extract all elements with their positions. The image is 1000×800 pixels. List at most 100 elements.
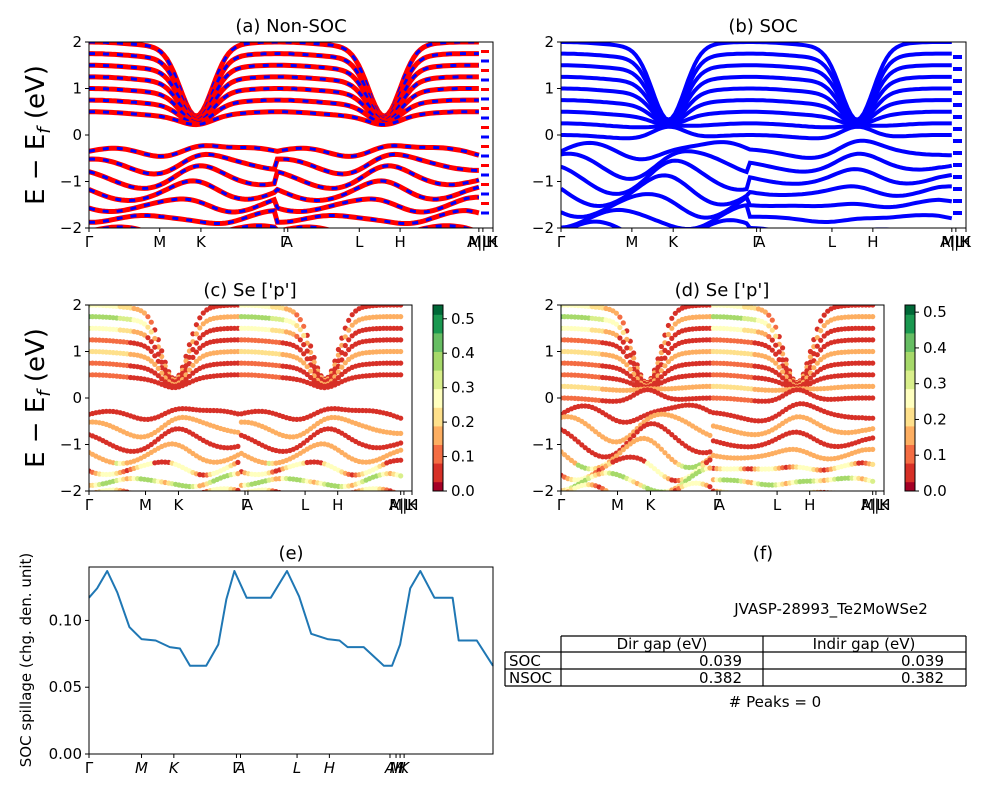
band-point [776, 357, 782, 363]
band-point [776, 372, 782, 378]
band-point [870, 446, 876, 452]
band-point [586, 423, 592, 429]
band-point [148, 339, 154, 345]
colorbar-segment [433, 357, 443, 362]
band-point [814, 343, 820, 349]
colorbar-tick-label: 0.4 [451, 344, 475, 362]
colorbar-segment [905, 425, 915, 430]
colorbar-tick-label: 0.2 [923, 410, 947, 428]
colorbar-tick-label: 0.3 [451, 379, 475, 397]
colorbar-tick-label: 0.4 [923, 339, 947, 357]
colorbar-segment [433, 481, 443, 486]
band-point [197, 345, 203, 351]
x-tick-label: A|L [940, 233, 964, 251]
x-tick-label: L [355, 233, 364, 251]
colorbar-segment [433, 367, 443, 371]
band-point [780, 369, 786, 375]
colorbar-tick-label: 0.0 [451, 482, 475, 500]
band-point [818, 337, 824, 343]
panel-a-bands [89, 42, 489, 228]
band-point [821, 333, 827, 339]
colorbar-segment [905, 388, 915, 393]
table-cell: 0.039 [699, 652, 742, 670]
colorbar-segment [905, 370, 915, 374]
band-point [197, 325, 203, 331]
band-point [662, 426, 668, 432]
band-point [617, 324, 623, 331]
band-line-blue [89, 87, 479, 124]
band-point [193, 349, 199, 355]
band-point [870, 360, 876, 366]
band-point [335, 375, 341, 381]
colorbar-segment [433, 360, 443, 365]
band-edge-mark [953, 139, 962, 143]
band-line-blue [89, 110, 479, 127]
colorbar-segment [905, 463, 915, 467]
colorbar-segment [905, 305, 915, 309]
panel-c-title: (c) Se ['p'] [203, 280, 296, 301]
band-point [398, 447, 404, 453]
colorbar-segment [905, 342, 915, 346]
band-line-red [89, 97, 479, 126]
band-point [193, 331, 199, 337]
y-tick-label: 0 [544, 389, 554, 407]
band-point [766, 323, 772, 329]
band-point [145, 314, 151, 320]
band-edge-mark [481, 145, 489, 148]
colorbar-segment [433, 348, 443, 352]
band-point [658, 343, 665, 350]
band-edge-mark [481, 202, 489, 205]
band-point [620, 349, 626, 355]
colorbar-segment [433, 354, 443, 359]
x-tick-label: L [301, 496, 310, 514]
band-edge-mark [953, 187, 962, 191]
band-point [780, 375, 786, 381]
band-point [870, 305, 876, 308]
band-point [190, 354, 196, 360]
colorbar-segment [433, 444, 443, 449]
band-point [593, 429, 599, 435]
band-line-blue [89, 144, 480, 158]
band-point [159, 376, 165, 382]
band-point [870, 478, 876, 484]
panel-d-colorbar: 0.0 0.1 0.2 0.3 0.4 0.5 [904, 303, 947, 500]
colorbar-tick-label: 0.5 [923, 303, 947, 321]
table-row-label: NSOC [509, 669, 552, 687]
table-cell: 0.039 [901, 652, 944, 670]
colorbar-tick-label: 0.0 [923, 482, 947, 500]
band-point [655, 489, 661, 491]
colorbar-segment [905, 413, 915, 418]
x-tick-label: L [293, 759, 301, 777]
band-point [148, 329, 154, 335]
colorbar-segment [433, 326, 443, 331]
band-line-blue [561, 149, 953, 181]
y-tick-label: 0.10 [49, 611, 82, 629]
band-edge-mark [481, 173, 489, 177]
x-tick-label: M [153, 233, 166, 251]
band-point [346, 317, 352, 323]
band-point [870, 383, 876, 389]
colorbar-segment [905, 314, 915, 318]
band-line-red [89, 163, 480, 191]
band-point [617, 450, 623, 456]
band-point [346, 337, 352, 343]
band-point [870, 415, 876, 421]
band-point [669, 456, 675, 462]
band-line-blue [561, 202, 953, 228]
x-tick-label: Γ [241, 496, 250, 514]
colorbar-segment [905, 416, 915, 421]
band-point [818, 328, 824, 334]
panel-c-bands [89, 305, 404, 491]
band-point [603, 488, 609, 491]
band-edge-mark [481, 69, 489, 72]
panel-e-ylabel: SOC spillage (chg. den. unit) [17, 553, 35, 768]
panel-f: (f) JVASP-28993_Te2MoWSe2 Dir gap (eV) I… [504, 543, 967, 711]
band-point [669, 432, 675, 438]
band-point [620, 339, 626, 345]
band-point [773, 324, 779, 330]
x-tick-label: Γ [85, 496, 94, 514]
panel-e-spillage-line [88, 570, 494, 667]
band-edge-mark [481, 88, 489, 91]
band-point [301, 323, 307, 329]
